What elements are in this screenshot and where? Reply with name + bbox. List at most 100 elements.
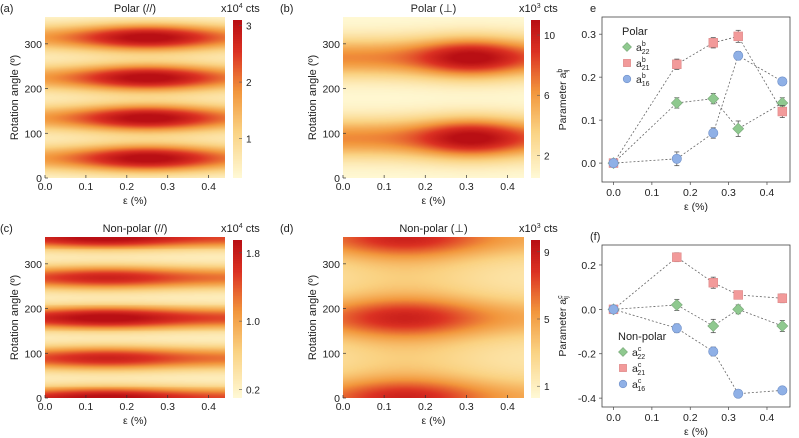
legend-marker-16 xyxy=(618,379,628,389)
y-tick-label: 200 xyxy=(24,304,42,316)
data-point-16 xyxy=(733,388,744,399)
legend-label: ab 21 xyxy=(636,57,650,72)
data-point-21 xyxy=(708,38,718,48)
heatmap-a xyxy=(45,17,225,178)
x-tick-label: 0.4 xyxy=(201,181,216,193)
x-tick-label: 0.1 xyxy=(377,181,392,193)
data-point-16 xyxy=(608,304,619,315)
colorbar-tick-label: 1 xyxy=(544,382,550,393)
x-tick-label: 0.2 xyxy=(683,187,698,199)
data-point-16 xyxy=(671,323,682,334)
data-point-22 xyxy=(732,303,745,316)
x-tick-label: 0.2 xyxy=(418,181,433,193)
data-point-16 xyxy=(671,153,682,164)
data-point-21 xyxy=(733,31,743,42)
x-tick-label: 0.4 xyxy=(760,412,775,424)
x-axis-label: ε (%) xyxy=(422,195,446,207)
legend-label-name: a xyxy=(632,363,638,375)
x-tick-label: 0.2 xyxy=(418,401,433,413)
colorbar-tick-label: 9 xyxy=(544,248,550,259)
legend-label-sup: b xyxy=(642,57,646,64)
y-axis-label-text: Parameter a xyxy=(557,299,569,357)
y-tick-label: 100 xyxy=(322,128,340,140)
y-axis-label-sup: c xyxy=(557,295,564,299)
panel-title: Non-polar (//) xyxy=(103,223,168,235)
x-tick-label: 0.3 xyxy=(459,401,474,413)
y-axis-label-sup: b xyxy=(557,69,564,73)
colorbar-unit-unit: x10 xyxy=(221,3,239,15)
panel-title: Polar (⊥) xyxy=(411,3,457,15)
y-tick-label: -0.2 xyxy=(578,349,596,361)
y-tick-label: 0 xyxy=(334,173,340,185)
y-tick-label: 100 xyxy=(322,348,340,360)
legend-marker-21 xyxy=(623,59,631,67)
x-tick-label: 0.0 xyxy=(38,401,53,413)
colorbar-unit-unit: x10 xyxy=(519,3,537,15)
colorbar-b xyxy=(531,20,540,178)
legend-label-sup: b xyxy=(642,73,646,80)
legend-marker-22 xyxy=(622,42,632,52)
y-tick-label: 300 xyxy=(24,259,42,271)
legend-title: Polar xyxy=(622,26,648,38)
panel-label: (b) xyxy=(280,3,293,15)
colorbar-tick-label: 10 xyxy=(544,31,556,42)
legend-marker-16 xyxy=(622,74,632,84)
legend-label-sub: 21 xyxy=(642,65,650,72)
heatmap-d xyxy=(343,237,524,398)
y-tick-label: -0.4 xyxy=(578,393,596,405)
y-tick-label: 300 xyxy=(322,259,340,271)
colorbar-unit: x103 cts xyxy=(519,3,558,15)
y-axis-label: Rotation angle (º) xyxy=(307,55,319,140)
y-tick-label: 0.0 xyxy=(581,158,596,170)
y-axis-label: Rotation angle (º) xyxy=(9,275,21,360)
x-tick-label: 0.4 xyxy=(500,401,515,413)
x-tick-label: 0.4 xyxy=(760,187,775,199)
legend-label: ac 22 xyxy=(632,346,645,361)
y-tick-label: 0 xyxy=(36,173,42,185)
colorbar-unit: x104 cts xyxy=(221,3,260,15)
data-point-16 xyxy=(777,385,788,396)
legend-label-sub: 21 xyxy=(637,370,645,377)
colorbar-c xyxy=(233,240,242,398)
x-tick-label: 0.0 xyxy=(336,401,351,413)
colorbar-tick-label: 1 xyxy=(246,135,252,146)
plot-frame xyxy=(601,244,791,408)
x-tick-label: 0.1 xyxy=(645,187,660,199)
data-point-16 xyxy=(708,346,719,357)
y-axis-label: Parameter abij xyxy=(557,69,570,131)
x-tick-label: 0.2 xyxy=(683,412,698,424)
heatmap-c xyxy=(45,237,225,398)
colorbar-unit-unit_suffix: cts xyxy=(541,3,559,15)
y-tick-label: 100 xyxy=(24,128,42,140)
x-tick-label: 0.0 xyxy=(606,187,621,199)
x-tick-label: 0.0 xyxy=(38,181,53,193)
colorbar-unit-unit_suffix: cts xyxy=(541,223,559,235)
x-tick-label: 0.1 xyxy=(79,401,94,413)
data-point-21 xyxy=(777,293,788,303)
x-tick-label: 0.2 xyxy=(120,181,135,193)
x-tick-label: 0.0 xyxy=(606,412,621,424)
data-point-16 xyxy=(708,128,719,138)
colorbar-a xyxy=(233,20,242,178)
data-point-16 xyxy=(608,158,619,169)
colorbar-unit-unit_exp: 4 xyxy=(239,3,243,10)
x-axis-label: ε (%) xyxy=(123,195,147,207)
data-point-21 xyxy=(708,278,718,288)
y-axis-label-text: Parameter a xyxy=(557,72,569,130)
colorbar-tick-label: 0.2 xyxy=(246,385,260,396)
legend-label: ab 16 xyxy=(636,73,650,88)
y-axis-label: Parameter acij xyxy=(557,295,570,357)
y-tick-label: 100 xyxy=(24,348,42,360)
legend-label-sub: 22 xyxy=(642,49,650,56)
data-point-22 xyxy=(776,320,789,332)
y-axis-label-sub: ij xyxy=(563,296,570,300)
legend-label: ab 22 xyxy=(636,41,650,56)
legend-label-name: a xyxy=(636,74,642,86)
series-line-16 xyxy=(613,55,783,164)
data-point-22 xyxy=(732,122,745,135)
legend-label-sup: c xyxy=(638,362,642,369)
legend-label-sup: b xyxy=(642,41,646,48)
x-tick-label: 0.3 xyxy=(160,181,175,193)
colorbar-d xyxy=(531,240,540,398)
y-axis-label-sub: ij xyxy=(563,69,570,73)
